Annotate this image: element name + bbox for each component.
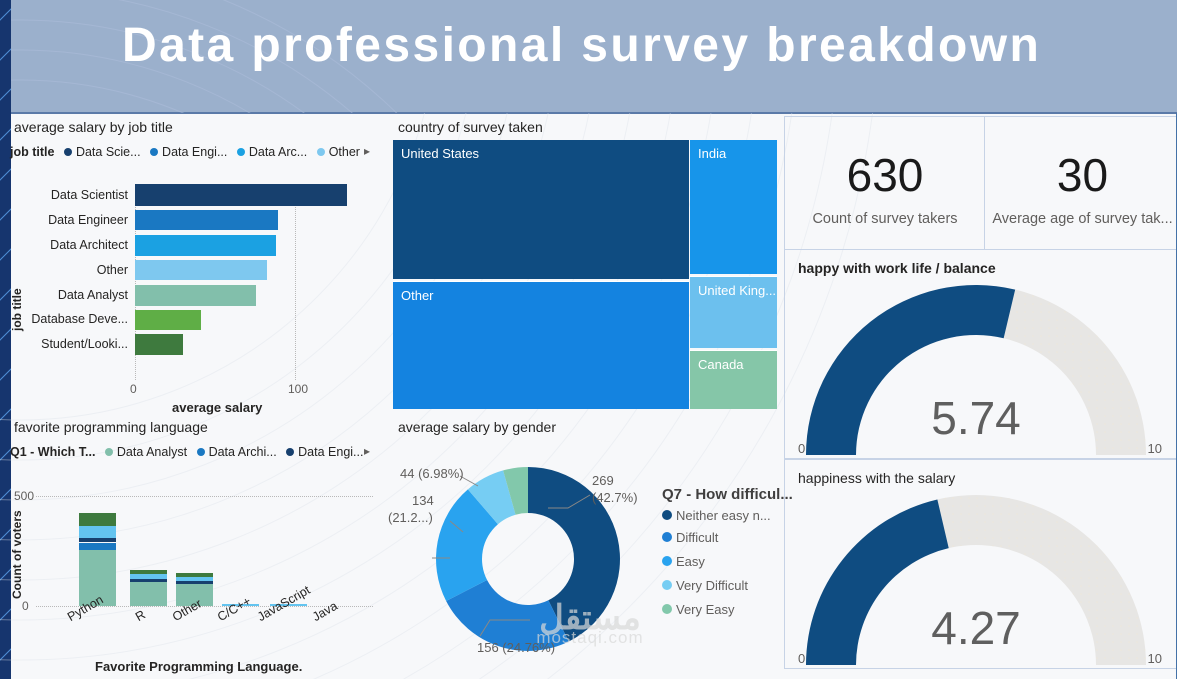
svg-text:(21.2...): (21.2...) [388,510,433,525]
svg-text:134: 134 [412,493,434,508]
svg-text:269: 269 [592,473,614,488]
svg-text:44 (6.98%): 44 (6.98%) [400,466,464,481]
svg-text:(42.7%): (42.7%) [592,490,638,505]
